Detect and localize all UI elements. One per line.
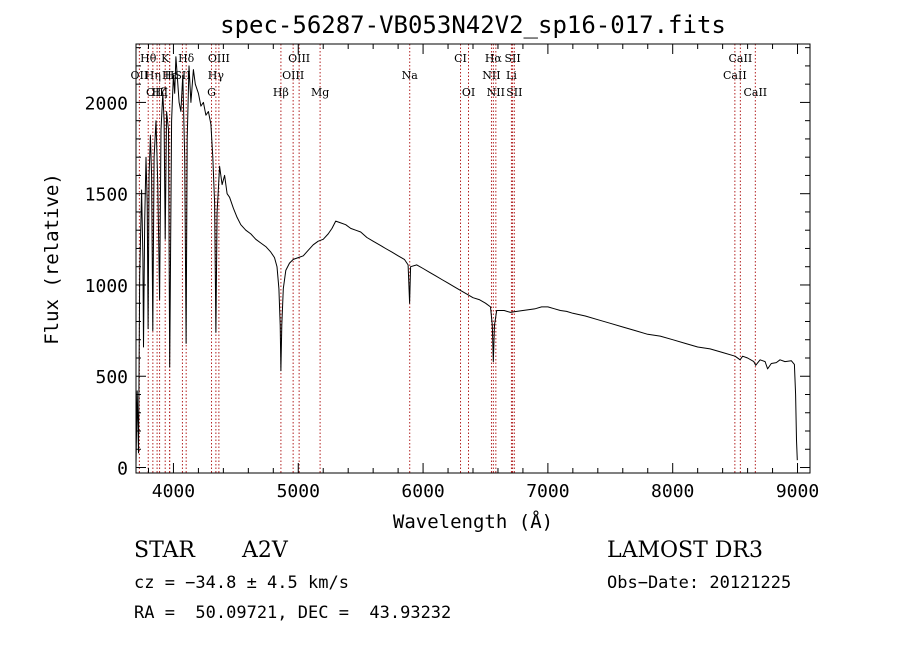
line-marker-label: Hδ: [178, 52, 195, 65]
line-marker-label: CaII: [729, 52, 753, 65]
line-marker-label: SII: [506, 86, 522, 99]
x-tick-label: 6000: [401, 481, 444, 502]
y-tick-label: 1000: [85, 276, 128, 297]
redshift-velocity: cz = −34.8 ± 4.5 km/s: [134, 573, 349, 593]
line-marker-label: Hγ: [208, 69, 225, 82]
line-marker-label: NII: [482, 69, 500, 82]
line-marker-label: H: [165, 69, 175, 82]
line-marker-label: OIII: [282, 69, 304, 82]
line-marker-label: OI: [462, 86, 475, 99]
line-marker-label: OIII: [288, 52, 310, 65]
line-marker-label: OIII: [208, 52, 230, 65]
x-tick-label: 4000: [152, 481, 195, 502]
line-marker-label: SII: [504, 52, 520, 65]
chart-title: spec-56287-VB053N42V2_sp16-017.fits: [220, 11, 726, 39]
line-marker-label: K: [161, 52, 170, 65]
line-marker-label: CI: [454, 52, 467, 65]
y-tick-label: 1500: [85, 185, 128, 206]
x-tick-label: 8000: [651, 481, 694, 502]
line-marker-label: OII: [131, 69, 149, 82]
coordinates: RA = 50.09721, DEC = 43.93232: [134, 603, 452, 623]
line-marker-label: Li: [506, 69, 517, 82]
line-marker-label: Hζ: [152, 86, 168, 99]
x-tick-label: 9000: [776, 481, 819, 502]
line-marker-label: G: [207, 86, 216, 99]
line-marker-label: Hα: [485, 52, 503, 65]
object-class: STAR: [134, 538, 195, 563]
object-subclass: A2V: [242, 538, 288, 563]
line-marker-label: NII: [487, 86, 505, 99]
axis-ticks: [136, 44, 810, 473]
y-axis-label: Flux (relative): [41, 173, 63, 345]
y-tick-label: 0: [117, 459, 128, 480]
axis-tick-labels: 4000 5000 6000 7000 8000 9000 0 500 1000 1500 2000: [85, 93, 820, 502]
observation-date: Obs−Date: 20121225: [607, 573, 792, 593]
line-marker-label: Mg: [311, 86, 329, 99]
y-tick-label: 2000: [85, 93, 128, 114]
line-marker-label: CaII: [743, 86, 767, 99]
line-marker-label: Hθ: [140, 52, 157, 65]
survey-release: LAMOST DR3: [607, 538, 763, 563]
line-marker-label: CaII: [723, 69, 747, 82]
x-axis-label: Wavelength (Å): [393, 510, 553, 533]
spectrum-line: [135, 56, 798, 464]
line-marker-label: Hη: [145, 69, 161, 82]
line-markers: [138, 44, 756, 473]
line-marker-label: Na: [402, 69, 419, 82]
line-marker-label: Hβ: [273, 86, 289, 99]
x-tick-label: 7000: [526, 481, 569, 502]
x-tick-label: 5000: [277, 481, 320, 502]
plot-frame: [135, 43, 811, 474]
y-tick-label: 500: [95, 367, 128, 388]
